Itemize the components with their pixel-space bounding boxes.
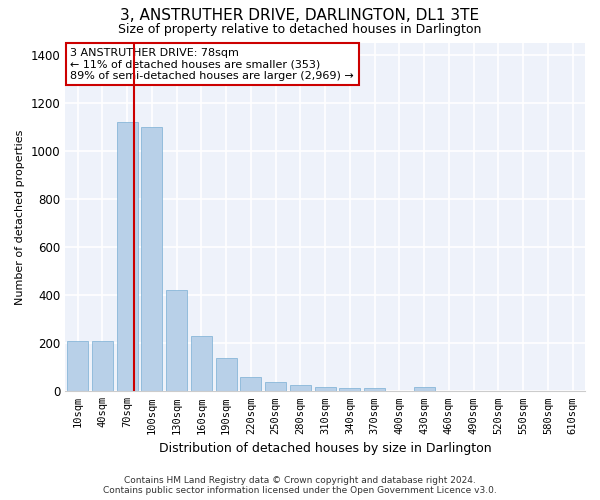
Bar — [413, 388, 434, 392]
X-axis label: Distribution of detached houses by size in Darlington: Distribution of detached houses by size … — [159, 442, 491, 455]
Bar — [241, 377, 262, 392]
Bar — [166, 290, 187, 392]
Text: Size of property relative to detached houses in Darlington: Size of property relative to detached ho… — [118, 22, 482, 36]
Y-axis label: Number of detached properties: Number of detached properties — [15, 129, 25, 304]
Bar — [92, 341, 113, 392]
Bar — [191, 336, 212, 392]
Text: Contains HM Land Registry data © Crown copyright and database right 2024.
Contai: Contains HM Land Registry data © Crown c… — [103, 476, 497, 495]
Text: 3, ANSTRUTHER DRIVE, DARLINGTON, DL1 3TE: 3, ANSTRUTHER DRIVE, DARLINGTON, DL1 3TE — [121, 8, 479, 22]
Bar — [290, 386, 311, 392]
Bar — [215, 358, 236, 392]
Bar — [340, 388, 361, 392]
Text: 3 ANSTRUTHER DRIVE: 78sqm
← 11% of detached houses are smaller (353)
89% of semi: 3 ANSTRUTHER DRIVE: 78sqm ← 11% of detac… — [70, 48, 354, 81]
Bar — [314, 387, 335, 392]
Bar — [364, 388, 385, 392]
Bar — [67, 341, 88, 392]
Bar — [141, 126, 163, 392]
Bar — [265, 382, 286, 392]
Bar — [116, 122, 137, 392]
